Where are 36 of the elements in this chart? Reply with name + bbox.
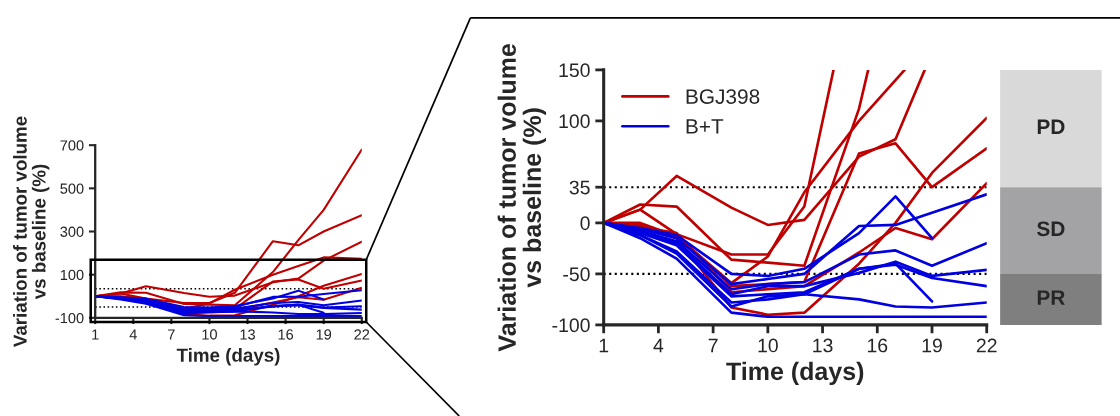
x-axis-title: Time (days) <box>726 361 864 386</box>
x-tick-label: 16 <box>867 338 888 353</box>
x-tick-label: 1 <box>599 338 609 353</box>
text: SD <box>1037 221 1065 237</box>
x-tick-label: 13 <box>813 338 833 353</box>
x-tick-label: 10 <box>202 329 217 340</box>
y-tick-label: -100 <box>55 312 84 324</box>
x-tick-label: 4 <box>129 329 137 340</box>
x-tick-label: 7 <box>708 338 718 353</box>
text: PR <box>1037 290 1065 305</box>
x-tick-label: 22 <box>354 329 370 340</box>
legend-label: B+T <box>686 119 724 134</box>
y-tick-label: -100 <box>552 318 590 333</box>
y-tick-label: 100 <box>559 114 590 129</box>
y-tick-label: 35 <box>569 180 590 195</box>
x-axis-title: Time (days) <box>176 348 280 366</box>
y-tick-label: 500 <box>60 183 84 194</box>
y-tick-label: 700 <box>60 140 84 151</box>
y-tick-label: 150 <box>559 63 590 78</box>
x-tick-label: 19 <box>922 338 942 353</box>
x-tick-label: 1 <box>92 329 99 340</box>
x-tick-label: 13 <box>240 329 255 340</box>
x-tick-label: 19 <box>316 329 332 340</box>
y-tick-label: 300 <box>60 226 84 237</box>
x-tick-label: 16 <box>278 329 294 340</box>
x-tick-label: 7 <box>168 329 175 340</box>
y-tick-label: 0 <box>580 216 590 231</box>
x-tick-label: 10 <box>758 338 778 353</box>
y-tick-label: -50 <box>563 267 590 282</box>
y-axis-title: Variation of tumor volume vs baseline (%) <box>497 44 547 352</box>
text: PD <box>1037 119 1065 134</box>
legend-label: BGJ398 <box>686 89 760 104</box>
x-tick-label: 22 <box>976 338 997 353</box>
x-tick-label: 4 <box>653 338 664 353</box>
y-tick-label: 100 <box>60 269 84 281</box>
y-axis-title: Variation of tumor volume vs baseline (%) <box>13 116 50 348</box>
